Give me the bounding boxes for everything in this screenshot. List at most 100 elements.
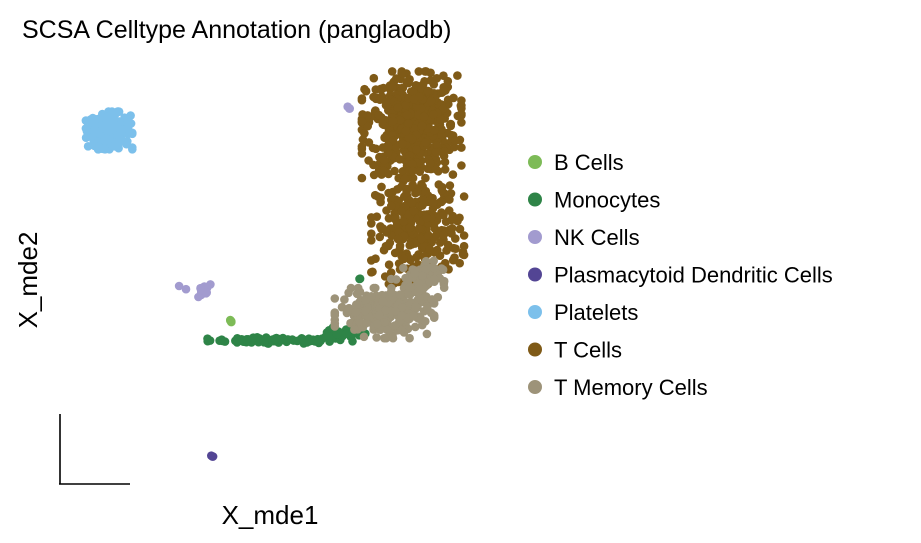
data-point xyxy=(324,332,334,342)
data-point xyxy=(392,74,401,83)
data-point xyxy=(457,161,466,170)
data-point xyxy=(202,288,211,297)
data-point xyxy=(368,143,378,153)
data-point xyxy=(399,263,408,273)
data-point xyxy=(358,135,368,144)
data-point xyxy=(435,238,445,247)
series-t-cells xyxy=(357,67,469,289)
data-point xyxy=(248,333,258,343)
data-point xyxy=(344,288,353,298)
data-point xyxy=(357,173,367,183)
data-point xyxy=(445,195,454,204)
data-point xyxy=(368,267,377,277)
data-point xyxy=(227,317,236,326)
data-point xyxy=(220,337,230,346)
legend-label: Monocytes xyxy=(554,188,660,213)
data-point xyxy=(414,279,424,289)
points-layer xyxy=(81,67,469,461)
data-point xyxy=(194,292,203,302)
data-point xyxy=(355,274,365,284)
data-point xyxy=(357,94,367,103)
data-point xyxy=(403,289,413,298)
data-point xyxy=(421,256,431,266)
legend-marker xyxy=(528,305,542,319)
legend-marker xyxy=(528,192,542,207)
data-point xyxy=(417,234,426,244)
data-point xyxy=(436,115,446,124)
data-point xyxy=(393,103,403,112)
data-point xyxy=(386,268,396,277)
data-point xyxy=(103,135,113,145)
data-point xyxy=(259,335,269,345)
y-axis-label: X_mde2 xyxy=(13,232,43,329)
series-b-cells xyxy=(226,315,236,327)
data-point xyxy=(395,241,405,251)
data-point xyxy=(369,73,379,83)
data-point xyxy=(426,96,436,106)
legend-label: Plasmacytoid Dendritic Cells xyxy=(554,263,833,288)
data-point xyxy=(372,333,381,342)
data-point xyxy=(420,138,430,147)
data-point xyxy=(439,147,449,156)
data-point xyxy=(398,167,408,176)
data-point xyxy=(401,101,411,110)
data-point xyxy=(426,68,435,78)
data-point xyxy=(430,274,439,284)
data-point xyxy=(395,155,405,164)
data-point xyxy=(235,336,245,346)
data-point xyxy=(402,188,411,197)
data-point xyxy=(402,110,412,120)
data-point xyxy=(387,67,397,76)
chart-title: SCSA Celltype Annotation (panglaodb) xyxy=(22,16,451,44)
series-platelets xyxy=(81,107,137,154)
data-point xyxy=(359,332,369,342)
data-point xyxy=(371,254,380,263)
data-point xyxy=(110,142,119,151)
data-point xyxy=(343,306,353,316)
legend-label: NK Cells xyxy=(554,225,640,250)
data-point xyxy=(122,139,131,149)
legend-marker xyxy=(528,267,542,282)
data-point xyxy=(429,80,439,89)
data-point xyxy=(381,241,391,251)
data-point xyxy=(439,71,448,80)
data-point xyxy=(455,213,464,223)
data-point xyxy=(375,95,385,104)
data-point xyxy=(424,231,434,240)
data-point xyxy=(399,254,409,264)
data-point xyxy=(381,306,390,315)
data-point xyxy=(440,165,450,174)
data-point xyxy=(455,258,465,268)
series-nk-cells xyxy=(174,102,355,302)
data-point xyxy=(447,229,456,238)
data-point xyxy=(449,243,459,253)
data-point xyxy=(413,187,422,197)
data-point xyxy=(379,83,388,93)
data-point xyxy=(407,198,416,208)
data-point xyxy=(459,241,469,251)
data-point xyxy=(404,133,414,142)
data-point xyxy=(405,282,415,292)
data-point xyxy=(387,201,396,211)
data-point xyxy=(83,142,93,151)
data-point xyxy=(457,118,466,127)
data-point xyxy=(409,94,419,104)
data-point xyxy=(421,317,430,326)
data-point xyxy=(455,224,465,234)
data-point xyxy=(377,182,386,192)
data-point xyxy=(422,329,432,339)
data-point xyxy=(423,86,433,96)
data-point xyxy=(362,318,371,328)
data-point xyxy=(421,173,430,183)
data-point xyxy=(397,69,406,78)
data-point xyxy=(449,93,458,103)
x-axis-label: X_mde1 xyxy=(222,500,319,530)
data-point xyxy=(441,217,451,226)
data-point xyxy=(400,174,410,183)
data-point xyxy=(459,192,469,201)
data-point xyxy=(397,311,407,320)
data-point xyxy=(392,220,402,229)
data-point xyxy=(386,287,396,297)
data-point xyxy=(412,145,421,154)
